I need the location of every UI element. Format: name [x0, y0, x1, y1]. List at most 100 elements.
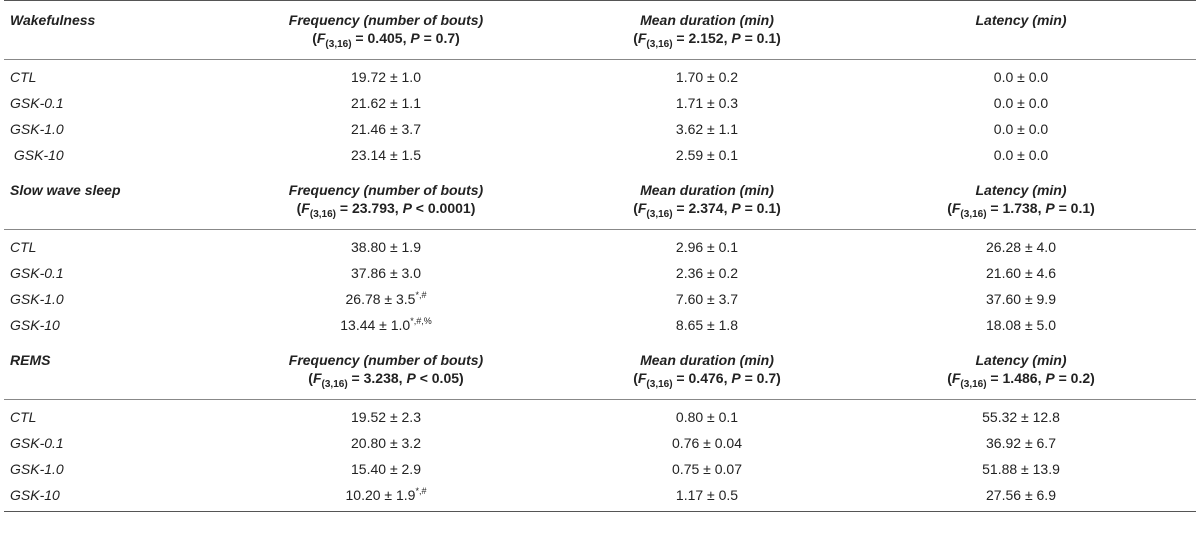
table-row: GSK-1.0 15.40 ± 2.9 0.75 ± 0.07 51.88 ± 13.…	[4, 456, 1196, 482]
frequency-value: 38.80 ± 1.9	[351, 239, 421, 255]
anova-statistic: (F(3,16) = 1.486, P = 0.2)	[947, 370, 1095, 390]
column-header: Latency (min)	[846, 0, 1196, 60]
p-operator: =	[744, 200, 753, 216]
group-label: GSK-10	[10, 147, 64, 163]
group-label: GSK-0.1	[10, 435, 64, 451]
column-header-title: Latency (min)	[975, 352, 1067, 368]
column-header-title: Latency (min)	[975, 12, 1067, 28]
frequency-value: 15.40 ± 2.9	[351, 461, 421, 477]
group-label: CTL	[10, 409, 37, 425]
p-value: 0.2	[1070, 370, 1091, 386]
p-value: 0.7	[435, 30, 456, 46]
column-header-title: Mean duration (min)	[640, 12, 774, 28]
frequency-cell: 10.20 ± 1.9*,#	[204, 482, 568, 512]
mean-duration-cell: 2.96 ± 0.1	[675, 239, 739, 255]
column-header-title: Frequency (number of bouts)	[288, 352, 484, 368]
frequency-value: 13.44 ± 1.0	[340, 317, 411, 333]
group-label: CTL	[10, 69, 37, 85]
frequency-value: 10.20 ± 1.9	[345, 487, 416, 503]
f-value: 2.374	[688, 200, 724, 216]
frequency-value: 21.46 ± 3.7	[351, 121, 421, 137]
frequency-cell: 20.80 ± 3.2	[204, 430, 568, 456]
mean-duration-cell: 2.59 ± 0.1	[675, 147, 739, 163]
degrees-of-freedom: (3,16)	[646, 208, 673, 220]
group-label: GSK-10	[4, 482, 204, 512]
mean-duration-cell: 3.62 ± 1.1	[675, 121, 739, 137]
column-header-title: Mean duration (min)	[640, 182, 774, 198]
column-header: Latency (min) (F(3,16) = 1.738, P = 0.1)	[846, 171, 1196, 230]
table-row: GSK-0.1 21.62 ± 1.1 1.71 ± 0.3 0.0 ± 0.0	[4, 90, 1196, 116]
f-value: 0.476	[688, 370, 724, 386]
column-header-title: Latency (min)	[975, 182, 1067, 198]
frequency-cell: 26.78 ± 3.5*,#	[204, 286, 568, 312]
mean-duration-cell: 0.80 ± 0.1	[675, 409, 739, 425]
section-title: REMS	[4, 341, 204, 400]
section-header-row: Slow wave sleep Frequency (number of bout…	[4, 171, 1196, 230]
frequency-cell: 19.72 ± 1.0	[204, 60, 568, 91]
p-operator: <	[419, 370, 428, 386]
column-header: Frequency (number of bouts) (F(3,16) = 0.…	[204, 0, 568, 60]
mean-duration-cell: 0.75 ± 0.07	[672, 461, 742, 477]
latency-cell: 55.32 ± 12.8	[982, 409, 1060, 425]
p-operator: =	[744, 370, 753, 386]
p-value: 0.1	[1070, 200, 1091, 216]
anova-statistic: (F(3,16) = 0.476, P = 0.7)	[633, 370, 781, 390]
frequency-cell: 21.62 ± 1.1	[204, 90, 568, 116]
latency-cell: 18.08 ± 5.0	[986, 317, 1056, 333]
degrees-of-freedom: (3,16)	[325, 38, 352, 50]
latency-cell: 27.56 ± 6.9	[846, 482, 1196, 512]
mean-duration-cell: 7.60 ± 3.7	[675, 291, 739, 307]
anova-statistic: (F(3,16) = 2.374, P = 0.1)	[633, 200, 781, 220]
frequency-value: 20.80 ± 3.2	[351, 435, 421, 451]
frequency-cell: 38.80 ± 1.9	[204, 230, 568, 261]
latency-cell: 26.28 ± 4.0	[986, 239, 1056, 255]
latency-cell: 0.0 ± 0.0	[993, 147, 1049, 163]
table-row: GSK-10 23.14 ± 1.5 2.59 ± 0.1 0.0 ± 0.0	[4, 142, 1196, 171]
sleep-stats-table: Wakefulness Frequency (number of bouts) (F…	[4, 0, 1196, 512]
degrees-of-freedom: (3,16)	[646, 38, 673, 50]
group-label: CTL	[10, 239, 37, 255]
section-header-row: Wakefulness Frequency (number of bouts) (F…	[4, 0, 1196, 60]
column-header: Frequency (number of bouts) (F(3,16) = 3.…	[204, 341, 568, 400]
p-operator: =	[1058, 370, 1067, 386]
frequency-cell: 37.86 ± 3.0	[204, 260, 568, 286]
f-value: 23.793	[351, 200, 395, 216]
column-header-title: Frequency (number of bouts)	[288, 12, 484, 28]
significance-marker: *,#	[415, 486, 427, 496]
section-header-row: REMS Frequency (number of bouts) (F(3,16) …	[4, 341, 1196, 400]
anova-statistic: (F(3,16) = 23.793, P < 0.0001)	[296, 200, 476, 220]
degrees-of-freedom: (3,16)	[309, 208, 336, 220]
mean-duration-cell: 0.76 ± 0.04	[672, 435, 742, 451]
p-operator: =	[1058, 200, 1067, 216]
table-body: Wakefulness Frequency (number of bouts) (F…	[4, 0, 1196, 512]
mean-duration-cell: 1.70 ± 0.2	[675, 69, 739, 85]
section-title: Wakefulness	[4, 0, 204, 60]
anova-statistic: (F(3,16) = 0.405, P = 0.7)	[312, 30, 460, 50]
section-title: Slow wave sleep	[4, 171, 204, 230]
column-header: Latency (min) (F(3,16) = 1.486, P = 0.2)	[846, 341, 1196, 400]
column-header-title: Mean duration (min)	[640, 352, 774, 368]
column-header: Mean duration (min) (F(3,16) = 2.374, P =…	[568, 171, 846, 230]
p-value: 0.0001	[427, 200, 471, 216]
mean-duration-cell: 2.36 ± 0.2	[675, 265, 739, 281]
degrees-of-freedom: (3,16)	[960, 208, 987, 220]
mean-duration-cell: 1.17 ± 0.5	[568, 482, 846, 512]
p-value: 0.7	[756, 370, 777, 386]
column-header: Mean duration (min) (F(3,16) = 0.476, P =…	[568, 341, 846, 400]
group-label: GSK-1.0	[10, 291, 64, 307]
frequency-cell: 13.44 ± 1.0*,#,%	[204, 312, 568, 341]
p-value: 0.05	[431, 370, 460, 386]
p-operator: =	[423, 30, 432, 46]
anova-statistic: (F(3,16) = 3.238, P < 0.05)	[308, 370, 464, 390]
degrees-of-freedom: (3,16)	[321, 378, 348, 390]
degrees-of-freedom: (3,16)	[646, 378, 673, 390]
latency-cell: 21.60 ± 4.6	[986, 265, 1056, 281]
p-operator: =	[744, 30, 753, 46]
p-operator: <	[415, 200, 424, 216]
group-label: GSK-1.0	[10, 121, 64, 137]
mean-duration-cell: 8.65 ± 1.8	[675, 317, 739, 333]
frequency-cell: 23.14 ± 1.5	[204, 142, 568, 171]
group-label: GSK-10	[10, 317, 60, 333]
significance-marker: *,#	[415, 290, 427, 300]
column-header-title: Frequency (number of bouts)	[288, 182, 484, 198]
